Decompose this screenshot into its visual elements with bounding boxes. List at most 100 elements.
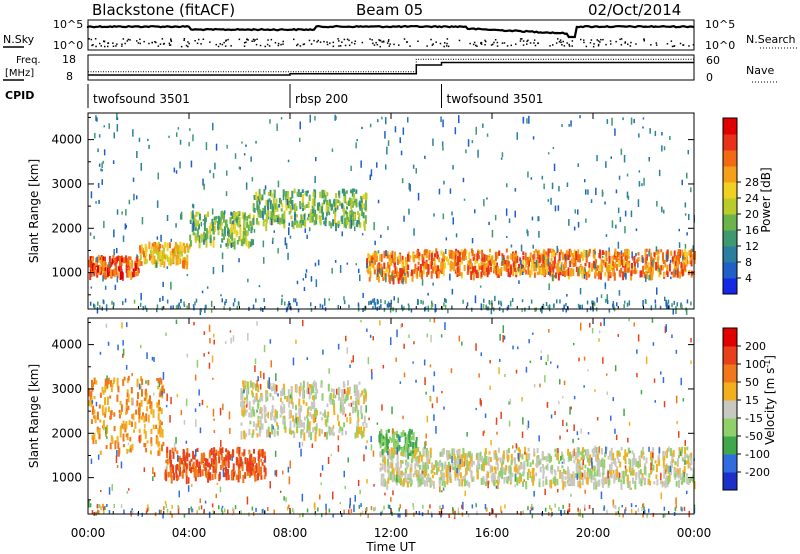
echo-cell	[623, 408, 625, 417]
echo-cell	[117, 450, 120, 457]
echo-cell	[113, 258, 116, 263]
echo-cell	[598, 330, 601, 334]
echo-cell	[240, 458, 243, 467]
echo-cell	[673, 268, 676, 278]
echo-cell	[655, 250, 658, 255]
echo-cell	[194, 466, 197, 475]
echo-cell	[142, 412, 144, 418]
echo-cell	[407, 450, 410, 460]
echo-cell	[95, 257, 97, 266]
echo-cell	[254, 473, 257, 482]
echo-cell	[661, 481, 664, 488]
noise-search-dot	[372, 42, 374, 45]
echo-cell	[187, 245, 190, 253]
echo-cell	[210, 447, 213, 455]
echo-cell	[282, 195, 285, 201]
echo-cell	[622, 117, 624, 121]
echo-cell	[132, 177, 135, 182]
echo-cell	[335, 223, 337, 232]
echo-cell	[498, 471, 501, 477]
echo-cell	[575, 463, 578, 472]
echo-cell	[243, 401, 246, 405]
noise-search-dot	[610, 43, 612, 45]
echo-cell	[389, 252, 392, 256]
echo-cell	[353, 193, 356, 201]
echo-cell	[366, 440, 368, 444]
echo-cell	[221, 461, 224, 468]
echo-cell	[219, 217, 222, 225]
echo-cell	[259, 426, 262, 430]
echo-cell	[254, 396, 257, 403]
echo-cell	[650, 469, 652, 475]
echo-cell	[323, 221, 326, 225]
echo-cell	[342, 389, 345, 395]
echo-cell	[666, 249, 669, 257]
echo-cell	[256, 218, 259, 225]
echo-cell	[385, 433, 388, 441]
echo-cell	[568, 452, 571, 461]
echo-cell	[629, 459, 632, 468]
echo-cell	[253, 229, 256, 233]
echo-cell	[90, 286, 93, 289]
echo-cell	[299, 220, 301, 224]
echo-cell	[548, 271, 550, 275]
echo-cell	[532, 506, 534, 511]
echo-cell	[392, 435, 395, 441]
echo-cell	[556, 365, 559, 369]
echo-cell	[680, 377, 682, 386]
echo-cell	[561, 465, 564, 469]
echo-cell	[531, 216, 534, 221]
echo-cell	[251, 433, 254, 438]
noise-search-dot	[526, 40, 528, 43]
noise-search-dot	[592, 45, 595, 48]
echo-cell	[314, 391, 317, 397]
echo-cell	[116, 272, 119, 279]
echo-cell	[366, 258, 369, 268]
echo-cell	[505, 208, 508, 216]
echo-cell	[447, 450, 450, 457]
echo-cell	[475, 343, 477, 351]
echo-cell	[106, 436, 108, 439]
echo-cell	[442, 119, 444, 128]
echo-cell	[309, 215, 312, 223]
echo-cell	[554, 453, 557, 457]
echo-cell	[416, 470, 419, 475]
echo-cell	[565, 255, 567, 260]
echo-cell	[533, 448, 536, 455]
echo-cell	[157, 385, 160, 390]
echo-cell	[100, 168, 102, 172]
echo-cell	[494, 260, 497, 266]
echo-cell	[178, 464, 180, 472]
echo-cell	[182, 452, 185, 461]
echo-cell	[357, 479, 360, 486]
echo-cell	[395, 271, 398, 277]
echo-cell	[341, 231, 343, 237]
echo-cell	[193, 468, 196, 476]
echo-cell	[687, 271, 690, 276]
echo-cell	[430, 271, 433, 279]
echo-cell	[396, 474, 398, 483]
echo-cell	[501, 152, 504, 158]
noise-search-dot	[247, 39, 249, 41]
echo-cell	[419, 452, 422, 457]
echo-cell	[489, 268, 492, 272]
echo-cell	[283, 496, 285, 501]
echo-cell	[431, 261, 433, 266]
echo-cell	[671, 454, 674, 460]
echo-cell	[261, 423, 264, 430]
echo-cell	[562, 419, 564, 426]
echo-cell	[429, 261, 432, 267]
echo-cell	[302, 319, 304, 327]
echo-cell	[321, 417, 324, 421]
echo-cell	[413, 454, 416, 459]
echo-cell	[553, 275, 556, 278]
echo-cell	[192, 450, 195, 460]
echo-cell	[228, 238, 231, 245]
echo-cell	[560, 472, 563, 479]
echo-cell	[291, 190, 294, 199]
echo-cell	[337, 445, 340, 452]
echo-cell	[177, 506, 180, 514]
echo-cell	[176, 257, 179, 262]
echo-cell	[270, 416, 273, 421]
echo-cell	[139, 247, 142, 254]
